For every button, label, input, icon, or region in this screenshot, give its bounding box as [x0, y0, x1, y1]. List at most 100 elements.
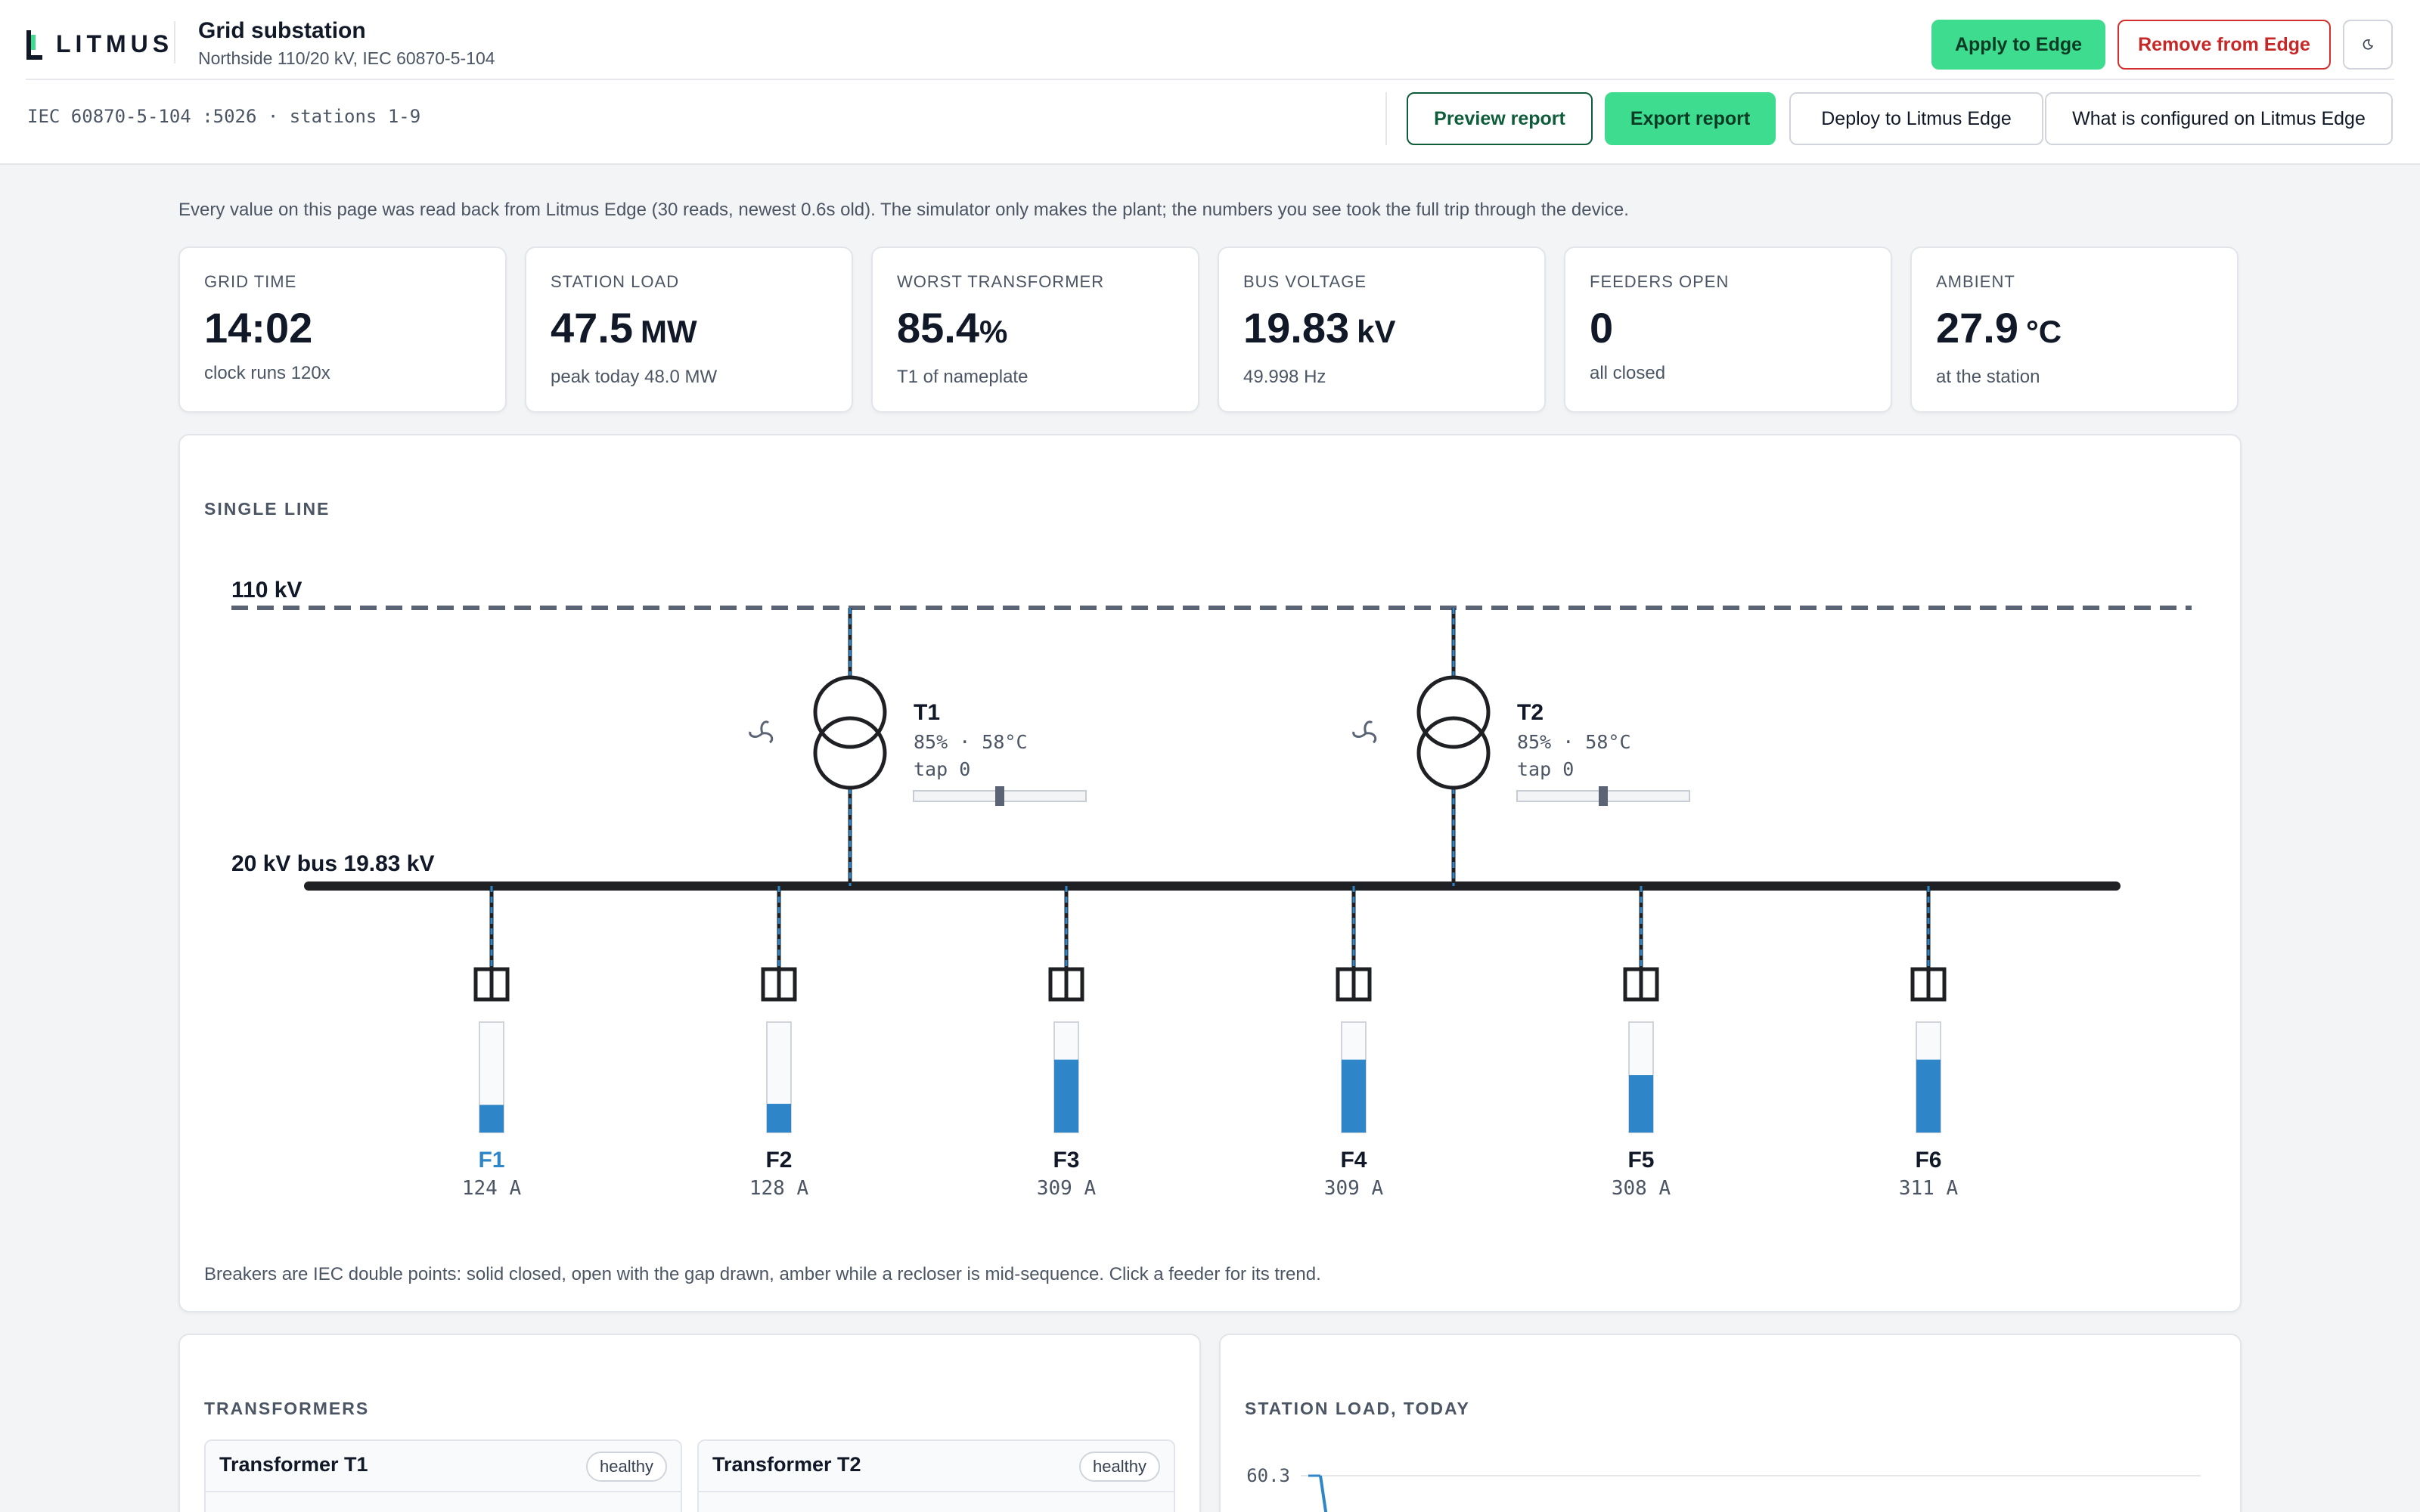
feeder-label: F3 — [1053, 1148, 1079, 1173]
secondary-winding — [813, 716, 887, 790]
tap-position: tap 0 — [1517, 758, 1574, 780]
stat-label: STATION LOAD — [551, 272, 680, 291]
stat-subtext: at the station — [1936, 367, 2040, 387]
export-report-button[interactable]: Export report — [1605, 92, 1776, 145]
feeder-load-fill — [1629, 1075, 1653, 1132]
feeder-f3[interactable]: F3 309 A — [1037, 886, 1097, 1200]
feeder-label: F5 — [1627, 1148, 1654, 1173]
stat-label: BUS VOLTAGE — [1243, 272, 1367, 291]
mv-bus-label: 20 kV bus 19.83 kV — [231, 851, 435, 876]
stat-value: 85.4% — [897, 305, 1174, 355]
stat-unit: °C — [2026, 314, 2062, 349]
stat-card-station-load: STATION LOAD 47.5 MW peak today 48.0 MW — [525, 246, 853, 413]
litmus-logo: LITMUS — [26, 27, 173, 60]
litmus-logo-icon — [26, 30, 42, 60]
stat-unit: kV — [1357, 314, 1396, 349]
transformer-label: T2 — [1517, 700, 1544, 725]
stat-card-worst-transformer: WORST TRANSFORMER 85.4% T1 of nameplate — [871, 246, 1199, 413]
what-is-configured-button[interactable]: What is configured on Litmus Edge — [2045, 92, 2393, 145]
deploy-to-litmus-edge-button[interactable]: Deploy to Litmus Edge — [1789, 92, 2043, 145]
page-title: Grid substation — [198, 18, 366, 43]
transformer-card-t2[interactable]: Transformer T2 healthy — [697, 1439, 1175, 1512]
status-badge: healthy — [1079, 1452, 1160, 1482]
feeder-label: F1 — [478, 1148, 504, 1173]
stat-subtext: 49.998 Hz — [1243, 367, 1326, 387]
transformer-t2[interactable]: T2 85% · 58°C tap 0 — [1352, 608, 1690, 886]
single-line-title: SINGLE LINE — [204, 499, 330, 519]
feeder-f1[interactable]: F1 124 A — [462, 886, 522, 1200]
status-badge: healthy — [586, 1452, 667, 1482]
transformer-t1[interactable]: T1 85% · 58°C tap 0 — [749, 608, 1087, 886]
feeder-f5[interactable]: F5 308 A — [1612, 886, 1671, 1200]
theme-toggle-button[interactable] — [2343, 20, 2393, 70]
station-load-chart: 60.3 — [1246, 1465, 2201, 1512]
moon-icon — [2363, 39, 2374, 50]
feeder-f2[interactable]: F2 128 A — [749, 886, 809, 1200]
stat-card-bus-voltage: BUS VOLTAGE 19.83 kV 49.998 Hz — [1218, 246, 1546, 413]
stat-number: 0 — [1590, 304, 1614, 352]
feeder-label: F4 — [1340, 1148, 1367, 1173]
data-provenance-notice: Every value on this page was read back f… — [178, 200, 1629, 220]
stat-label: FEEDERS OPEN — [1590, 272, 1730, 291]
transformer-stats: 85% · 58°C — [1517, 731, 1631, 753]
stat-card-grid-time: GRID TIME 14:02 clock runs 120x — [178, 246, 507, 413]
y-tick-label: 60.3 — [1246, 1465, 1290, 1486]
apply-to-edge-button[interactable]: Apply to Edge — [1931, 20, 2105, 70]
stat-number: 47.5 — [551, 304, 633, 352]
transformers-title: TRANSFORMERS — [204, 1399, 370, 1418]
header-rule — [26, 79, 2394, 80]
stat-value: 19.83 kV — [1243, 305, 1520, 355]
stat-unit: % — [979, 314, 1008, 349]
feeder-load-fill — [479, 1105, 504, 1132]
endpoint-info: IEC 60870-5-104 :5026 · stations 1-9 — [27, 106, 421, 127]
primary-winding — [1416, 675, 1491, 749]
preview-report-button[interactable]: Preview report — [1407, 92, 1593, 145]
stat-subtext: peak today 48.0 MW — [551, 367, 718, 387]
hv-bus-label: 110 kV — [231, 578, 302, 603]
stat-subtext: clock runs 120x — [204, 363, 330, 383]
feeder-current: 124 A — [462, 1177, 522, 1200]
transformer-stats: 85% · 58°C — [914, 731, 1028, 753]
stat-label: AMBIENT — [1936, 272, 2015, 291]
station-load-title: STATION LOAD, TODAY — [1245, 1399, 1470, 1418]
app-header: LITMUS Grid substation Northside 110/20 … — [0, 0, 2420, 165]
card-divider — [699, 1491, 1174, 1492]
transformer-name: Transformer T2 — [712, 1453, 861, 1476]
feeder-f6[interactable]: F6 311 A — [1899, 886, 1959, 1200]
stat-value: 47.5 MW — [551, 305, 827, 355]
load-line — [1319, 1475, 1328, 1512]
feeder-current: 309 A — [1037, 1177, 1097, 1200]
feeder-label: F2 — [765, 1148, 792, 1173]
single-line-panel: SINGLE LINE 110 kV 20 kV bus 19.83 kV T1… — [178, 434, 2242, 1312]
transformers-panel: TRANSFORMERS Transformer T1 healthy Tran… — [178, 1334, 1201, 1512]
stat-number: 85.4 — [897, 304, 979, 352]
stat-card-ambient: AMBIENT 27.9 °C at the station — [1910, 246, 2238, 413]
feeder-load-fill — [1916, 1059, 1941, 1132]
transformer-card-t1[interactable]: Transformer T1 healthy — [204, 1439, 682, 1512]
feeder-load-fill — [767, 1104, 791, 1132]
page-subtitle: Northside 110/20 kV, IEC 60870-5-104 — [198, 48, 495, 68]
remove-from-edge-button[interactable]: Remove from Edge — [2118, 20, 2331, 70]
tap-position: tap 0 — [914, 758, 970, 780]
secondary-winding — [1416, 716, 1491, 790]
stat-label: WORST TRANSFORMER — [897, 272, 1105, 291]
tap-slider-thumb — [1599, 786, 1608, 806]
stat-card-feeders-open: FEEDERS OPEN 0 all closed — [1564, 246, 1892, 413]
feeder-current: 128 A — [749, 1177, 809, 1200]
card-divider — [206, 1491, 681, 1492]
cooling-fan-icon — [1352, 720, 1377, 744]
single-line-diagram: 110 kV 20 kV bus 19.83 kV T1 85% · 58°C ta… — [231, 578, 2192, 1200]
stat-unit: MW — [641, 314, 697, 349]
header-divider — [174, 21, 175, 64]
feeder-current: 309 A — [1324, 1177, 1384, 1200]
single-line-caption: Breakers are IEC double points: solid cl… — [204, 1264, 1321, 1284]
transformer-name: Transformer T1 — [219, 1453, 368, 1476]
logo-text: LITMUS — [56, 29, 174, 57]
stat-subtext: T1 of nameplate — [897, 367, 1028, 387]
stat-number: 27.9 — [1936, 304, 2018, 352]
cooling-fan-icon — [749, 720, 774, 744]
stat-subtext: all closed — [1590, 363, 1666, 383]
stat-value: 0 — [1590, 305, 1866, 351]
feeder-f4[interactable]: F4 309 A — [1324, 886, 1384, 1200]
stat-number: 14:02 — [204, 304, 313, 352]
